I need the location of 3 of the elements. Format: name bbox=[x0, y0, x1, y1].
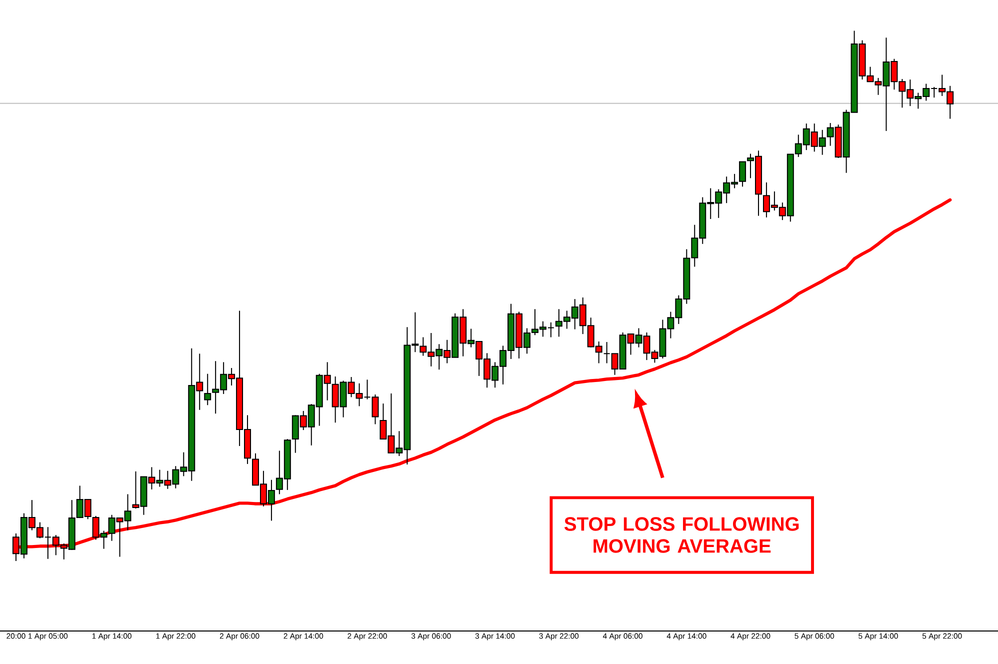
candlestick bbox=[204, 373, 212, 406]
candlestick bbox=[739, 161, 746, 188]
annotation: STOP LOSS FOLLOWING MOVING AVERAGE bbox=[564, 517, 799, 553]
